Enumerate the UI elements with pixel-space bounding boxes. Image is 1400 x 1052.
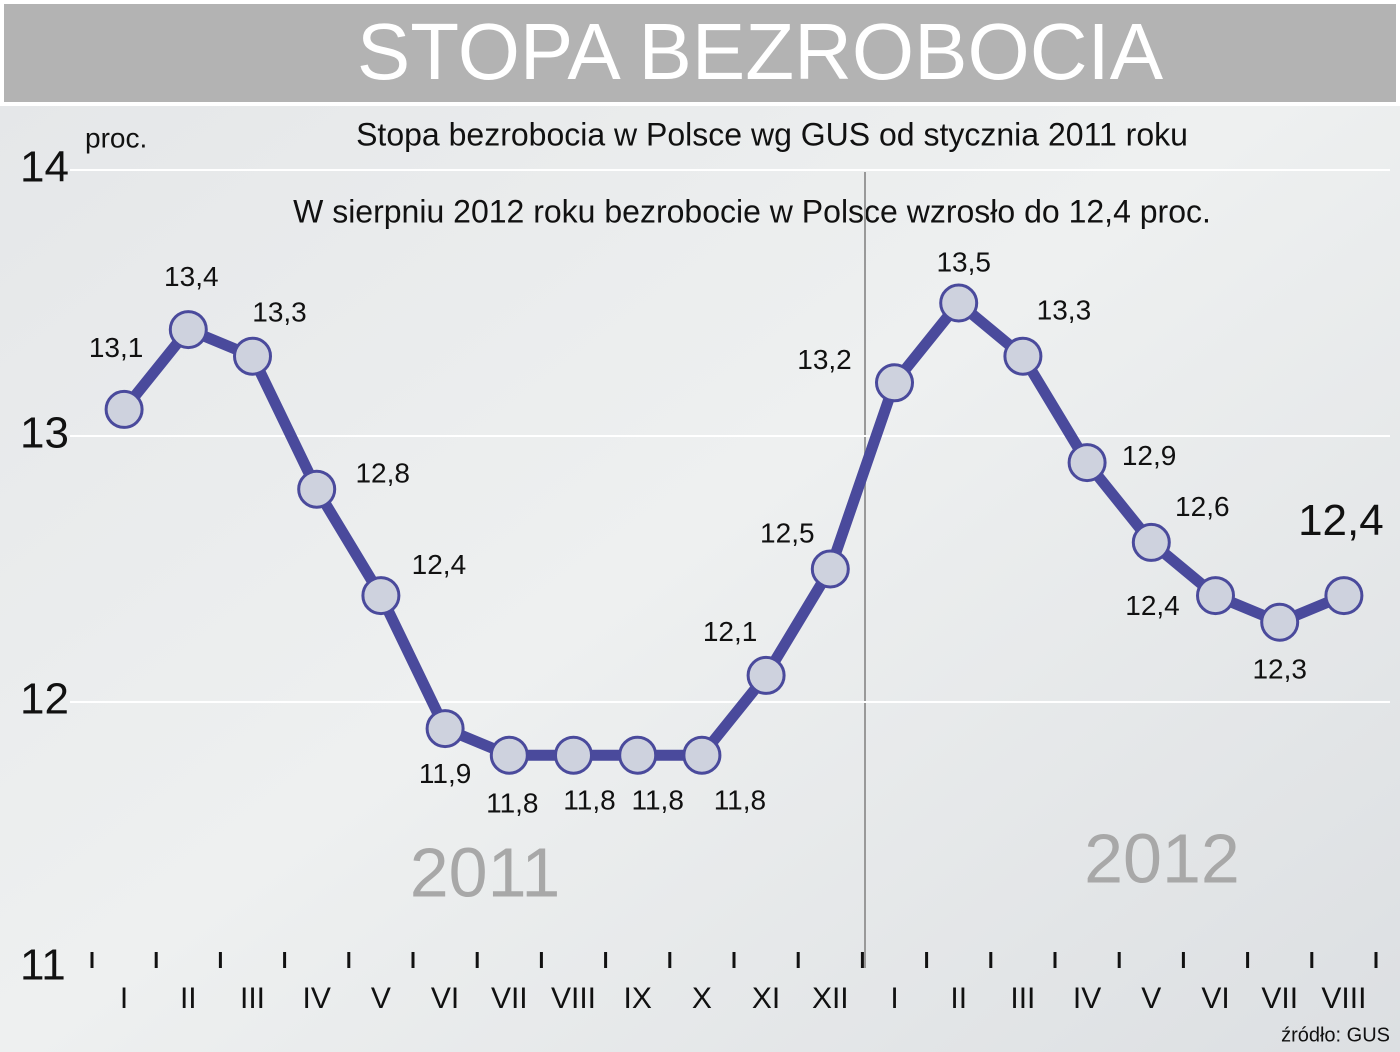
year-label: 2011	[410, 833, 561, 911]
data-label: 11,8	[714, 785, 766, 816]
x-tick-label: IV	[303, 982, 331, 1015]
x-tick-label: III	[1010, 982, 1035, 1015]
data-label: 11,8	[563, 785, 615, 816]
marker	[682, 735, 722, 775]
data-label: 12,4	[412, 549, 467, 580]
data-label: 12,9	[1122, 440, 1177, 471]
x-tick-label: II	[180, 982, 197, 1015]
marker	[297, 469, 337, 509]
x-tick-label: III	[240, 982, 265, 1015]
title-bar	[4, 4, 1396, 102]
x-tick-label: VI	[1201, 982, 1229, 1015]
y-tick-label: 12	[20, 675, 69, 724]
marker	[554, 735, 593, 775]
data-label: 13,5	[936, 246, 991, 277]
marker	[618, 735, 658, 775]
x-tick-label: I	[890, 982, 898, 1015]
marker	[233, 336, 272, 376]
marker	[810, 549, 850, 589]
year-label: 2012	[1084, 819, 1240, 897]
marker	[1131, 522, 1171, 562]
marker	[1260, 602, 1300, 642]
chart-title: STOPA BEZROBOCIA	[357, 7, 1164, 96]
marker	[168, 310, 208, 350]
x-tick-label: X	[692, 982, 712, 1015]
data-label: 11,8	[486, 788, 538, 819]
source: źródło: GUS	[1281, 1024, 1390, 1046]
x-tick-label: I	[120, 982, 128, 1015]
data-label: 12,4	[1125, 590, 1180, 621]
marker	[489, 735, 529, 775]
marker	[1003, 336, 1043, 376]
y-axis-unit: proc.	[85, 122, 147, 153]
x-tick-label: IX	[624, 982, 652, 1015]
data-label: 12,1	[703, 616, 758, 647]
data-label: 11,8	[631, 785, 683, 816]
data-label: 13,3	[1037, 295, 1092, 326]
x-tick-label: V	[371, 982, 391, 1015]
x-tick-label: II	[950, 982, 967, 1015]
marker	[425, 709, 465, 749]
x-tick-label: IV	[1073, 982, 1101, 1015]
marker	[1067, 443, 1107, 483]
marker	[361, 576, 401, 616]
data-label: 12,4	[1298, 496, 1384, 545]
x-tick-label: VIII	[1321, 982, 1366, 1015]
data-label: 13,2	[797, 344, 852, 375]
data-label: 13,1	[89, 332, 144, 363]
marker	[746, 655, 786, 695]
data-label: 12,5	[760, 517, 815, 548]
annotation: W sierpniu 2012 roku bezrobocie w Polsce…	[293, 193, 1211, 229]
data-label: 13,3	[252, 297, 307, 328]
subtitle: Stopa bezrobocia w Polsce wg GUS od styc…	[356, 116, 1188, 152]
x-tick-label: XI	[752, 982, 780, 1015]
y-tick-label: 11	[20, 941, 66, 990]
data-label: 12,3	[1252, 654, 1307, 685]
data-label: 12,8	[355, 458, 410, 489]
x-tick-label: V	[1141, 982, 1161, 1015]
marker	[875, 363, 914, 403]
x-tick-label: XII	[812, 982, 849, 1015]
x-tick-label: VII	[1261, 982, 1298, 1015]
x-tick-label: VII	[491, 982, 528, 1015]
x-tick-label: VI	[431, 982, 459, 1015]
x-tick-label: VIII	[551, 982, 596, 1015]
marker	[1196, 576, 1235, 616]
marker	[939, 283, 979, 323]
data-label: 11,9	[419, 758, 471, 789]
y-tick-label: 13	[20, 409, 69, 458]
marker	[104, 389, 144, 429]
data-label: 13,4	[164, 261, 219, 292]
y-tick-label: 14	[20, 143, 69, 192]
marker	[1324, 576, 1364, 616]
data-label: 12,6	[1175, 491, 1230, 522]
